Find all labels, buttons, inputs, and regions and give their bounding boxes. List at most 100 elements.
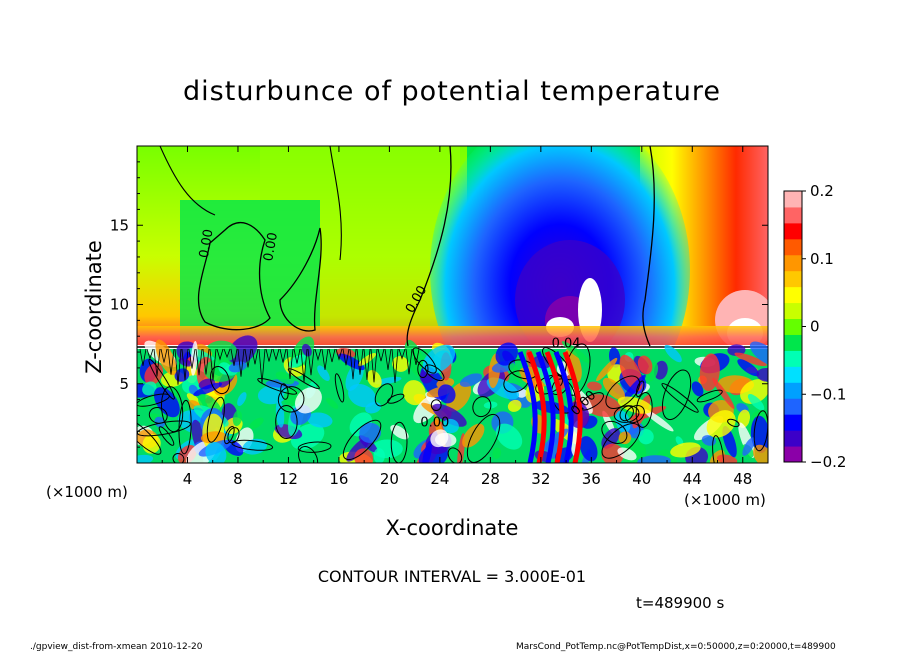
turbulence-blob xyxy=(373,448,385,463)
turbulence-blob xyxy=(155,339,177,376)
colorbar-label: −0.2 xyxy=(810,453,846,471)
time-label: t=489900 s xyxy=(636,594,725,612)
colorbar-swatch xyxy=(784,430,802,447)
turbulence-blob xyxy=(602,377,626,401)
contour-loop xyxy=(342,419,382,461)
contour-loop xyxy=(601,423,641,459)
turbulence-blob xyxy=(205,340,238,363)
turbulence-blob xyxy=(325,397,339,409)
colorbar-swatch xyxy=(784,254,802,272)
interface-spike xyxy=(244,348,252,368)
contour-loop xyxy=(257,377,298,395)
streak xyxy=(553,351,574,463)
turbulence-blob xyxy=(638,429,654,445)
turbulence-blob xyxy=(756,367,768,382)
colorbar-swatch xyxy=(784,238,802,256)
contour-loop xyxy=(430,399,442,412)
x-axis: 4 8 12 16 20 24 28 32 36 40 44 48 xyxy=(161,146,752,488)
interface-spike xyxy=(279,348,287,363)
contour-label: 0.00 xyxy=(261,231,281,262)
turbulence-blob xyxy=(432,403,467,427)
colorbar-swatch xyxy=(784,318,802,335)
streak xyxy=(526,351,547,463)
colorbar-swatch xyxy=(784,206,802,224)
colorbar: 0.2 0.1 0 −0.1 −0.2 xyxy=(783,182,846,471)
turbulence-blob xyxy=(747,394,765,411)
interface-spike xyxy=(370,348,378,383)
turbulence-blob xyxy=(618,431,632,445)
contour-loop xyxy=(605,375,641,409)
interface-spike xyxy=(391,348,399,383)
turbulence-blob xyxy=(354,448,374,463)
contour-loop xyxy=(209,366,230,395)
turbulence-blob xyxy=(664,344,682,363)
footer-right: MarsCond_PotTemp.nc@PotTempDist,x=0:5000… xyxy=(516,642,836,652)
interface-spike xyxy=(181,348,189,381)
contour-loop xyxy=(661,369,692,421)
colorbar-swatch xyxy=(784,270,802,288)
heatmap-field xyxy=(137,146,768,463)
turbulence-blob xyxy=(579,436,598,462)
turbulence-blob xyxy=(137,454,154,463)
x-tick-label: 40 xyxy=(632,470,651,488)
contour-loop xyxy=(148,406,168,424)
x-unit-label-right: (×1000 m) xyxy=(684,491,766,509)
turbulence-blob xyxy=(637,455,671,463)
contour-label: 0.00 xyxy=(197,228,217,259)
contour-loop xyxy=(178,399,192,455)
turbulence-blob xyxy=(430,429,449,448)
colorbar-swatch xyxy=(784,382,802,399)
colorbar-label: 0 xyxy=(810,318,820,336)
turbulence-blob xyxy=(643,408,674,432)
x-tick-label: 20 xyxy=(380,470,399,488)
turbulence-blob xyxy=(742,437,756,456)
contour-loop xyxy=(298,446,319,463)
contour-label: 0.00 xyxy=(420,416,449,431)
x-axis-label: X-coordinate xyxy=(385,516,519,540)
contour-loop xyxy=(635,391,653,428)
x-tick-label: 32 xyxy=(531,470,550,488)
x-tick-label: 48 xyxy=(733,470,752,488)
chart-title: disturbunce of potential temperature xyxy=(183,76,721,107)
turbulence-blob xyxy=(734,352,767,367)
contour-loop xyxy=(727,418,740,428)
turbulence-blob xyxy=(307,412,333,428)
turbulence-blob xyxy=(232,410,243,427)
turbulence-blob xyxy=(390,424,409,440)
colorbar-label: −0.1 xyxy=(810,385,846,403)
x-tick-label: 24 xyxy=(430,470,449,488)
footer-left: ./gpview_dist-from-xmean 2010-12-20 xyxy=(30,642,203,652)
interface-spike xyxy=(202,348,210,375)
contour-loop xyxy=(661,383,699,413)
colorbar-swatch xyxy=(784,350,802,367)
turbulence-blob xyxy=(348,383,376,408)
turbulent-blobs xyxy=(137,335,768,463)
turbulence-blob xyxy=(249,417,264,429)
interface-spike xyxy=(349,348,357,380)
contour-loop xyxy=(158,426,175,446)
turbulence-blob xyxy=(442,418,459,434)
contour-loop xyxy=(227,427,240,444)
turbulence-blob xyxy=(403,380,426,406)
turbulence-blob xyxy=(237,392,247,406)
turbulence-blob xyxy=(492,447,502,459)
interface-spike xyxy=(167,348,175,375)
interface-spike xyxy=(307,348,315,376)
turbulence-blob xyxy=(495,342,518,366)
contour-loop xyxy=(277,386,305,413)
contour-loop xyxy=(374,383,394,407)
streak xyxy=(544,351,565,463)
turbulence-blob xyxy=(691,381,704,397)
interface-spike xyxy=(384,348,392,370)
turbulence-blob xyxy=(737,359,760,377)
x-tick-label: 12 xyxy=(279,470,298,488)
contour-loop xyxy=(287,368,320,390)
interface-spike xyxy=(342,348,350,366)
colorbar-swatch xyxy=(784,191,802,208)
x-tick-label: 36 xyxy=(582,470,601,488)
turbulence-blob xyxy=(359,422,382,443)
interface-spike xyxy=(188,348,196,369)
interface-spike xyxy=(335,348,343,361)
interface-spike xyxy=(153,348,161,377)
